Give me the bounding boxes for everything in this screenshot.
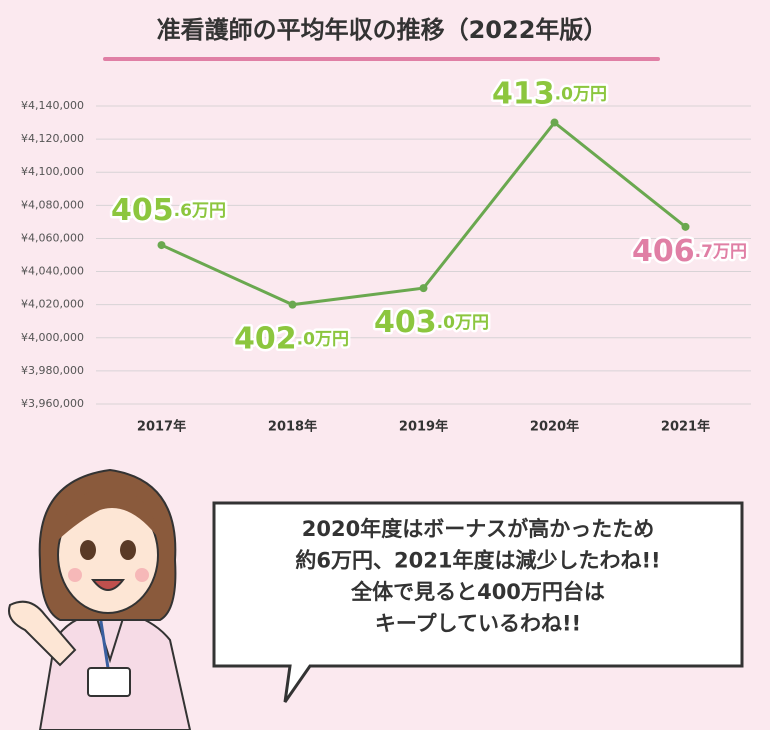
y-tick-label: ¥4,140,000 (21, 99, 84, 112)
point (550, 118, 559, 127)
y-tick-label: ¥4,120,000 (21, 132, 84, 145)
speech-bubble (212, 501, 744, 703)
point (681, 222, 690, 231)
y-tick-label: ¥3,960,000 (21, 397, 84, 410)
y-tick-label: ¥4,100,000 (21, 165, 84, 178)
x-tick-label: 2019年 (399, 419, 448, 435)
value-label: 402.0万円 (234, 321, 349, 356)
title-underline (103, 57, 660, 61)
nurse-illustration (8, 468, 192, 730)
y-tick-label: ¥4,080,000 (21, 198, 84, 211)
bubble-line: キープしているわね!! (375, 612, 581, 636)
y-tick-label: ¥3,980,000 (21, 364, 84, 377)
bubble-line: 全体で見ると400万円台は (350, 580, 605, 604)
bubble-line: 2020年度はボーナスが高かったため (302, 517, 654, 541)
line (160, 120, 687, 307)
y-tick-label: ¥4,020,000 (21, 298, 84, 311)
point (288, 300, 297, 309)
plot: ¥3,960,000 ¥3,980,000 ¥4,000,000 ¥4,020,000… (21, 74, 751, 435)
point (157, 241, 166, 250)
chart-title: 准看護師の平均年収の推移（2022年版） (157, 16, 608, 44)
y-tick-label: ¥4,040,000 (21, 265, 84, 278)
bubble-line: 約6万円、2021年度は減少したわね!! (295, 549, 660, 573)
y-tick-label: ¥4,060,000 (21, 231, 84, 244)
x-tick-label: 2018年 (268, 419, 317, 435)
x-tick-label: 2021年 (661, 419, 710, 435)
x-tick-label: 2017年 (137, 419, 186, 435)
point (419, 284, 428, 293)
value-label: 406.7万円 (632, 233, 747, 268)
y-tick-label: ¥4,000,000 (21, 331, 84, 344)
value-label: 403.0万円 (374, 305, 489, 340)
value-label: 413.0万円 (492, 76, 607, 111)
value-label: 405.6万円 (111, 193, 226, 228)
x-tick-label: 2020年 (530, 419, 579, 435)
